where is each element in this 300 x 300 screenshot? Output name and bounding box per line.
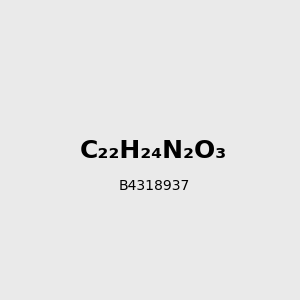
Text: C₂₂H₂₄N₂O₃: C₂₂H₂₄N₂O₃ xyxy=(80,140,227,164)
Text: B4318937: B4318937 xyxy=(118,179,189,193)
